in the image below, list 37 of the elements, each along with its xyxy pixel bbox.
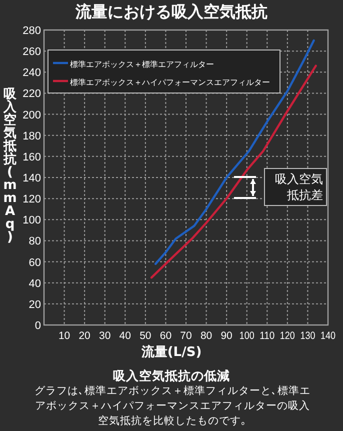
x-tick-label: 10 <box>58 330 70 342</box>
legend-label: 標準エアボックス＋ハイパフォーマンスエアフィルター <box>70 77 270 87</box>
x-tick-label: 120 <box>280 330 298 342</box>
x-tick-label: 80 <box>200 330 212 342</box>
annotation: 吸入空気抵抗差 <box>264 168 327 206</box>
y-tick-label: 0 <box>34 320 41 332</box>
y-tick-label: 120 <box>22 194 41 206</box>
x-tick-label: 100 <box>239 330 257 342</box>
x-tick-label: 20 <box>78 330 91 342</box>
x-axis-title: 流量(L/S) <box>140 344 203 361</box>
y-tick-label: 240 <box>22 67 41 80</box>
text: 吸入空気抵抗の低減 <box>112 368 231 385</box>
y-tick-label: 280 <box>22 25 41 37</box>
legend-label: 標準エアボックス＋標準エアフィルター <box>70 59 214 69</box>
x-tick-label: 50 <box>140 330 152 342</box>
x-tick-label: 60 <box>160 330 172 342</box>
x-tick-label: 30 <box>99 330 111 342</box>
y-tick-label: 220 <box>22 88 41 100</box>
x-tick-label: 110 <box>260 330 276 342</box>
y-tick-label: 100 <box>22 214 41 227</box>
text: グラフは､標準エアボックス＋標準フィルターと､標準エアボックス＋ハイパフォーマンスエアフィルターの吸入空気抵抗を比較したものです｡ <box>34 384 312 429</box>
x-tick-label: 140 <box>320 330 338 342</box>
x-tick-label: 40 <box>119 330 132 342</box>
y-tick-label: 40 <box>28 278 41 290</box>
x-tick-label: 130 <box>300 330 318 342</box>
chart-title: 流量における吸入空気抵抗 <box>74 2 268 23</box>
y-tick-label: 140 <box>22 172 41 184</box>
text: 吸入空気抵抗(mmAq) <box>3 87 17 245</box>
x-tick-label: 90 <box>220 330 233 342</box>
y-tick-label: 260 <box>22 46 41 58</box>
x-tick-label: 70 <box>180 330 192 342</box>
y-tick-label: 20 <box>28 298 41 311</box>
y-tick-label: 160 <box>22 151 41 164</box>
y-tick-label: 200 <box>22 109 41 122</box>
y-tick-label: 60 <box>28 256 41 269</box>
y-tick-label: 180 <box>22 130 41 142</box>
y-tick-label: 80 <box>28 236 41 248</box>
